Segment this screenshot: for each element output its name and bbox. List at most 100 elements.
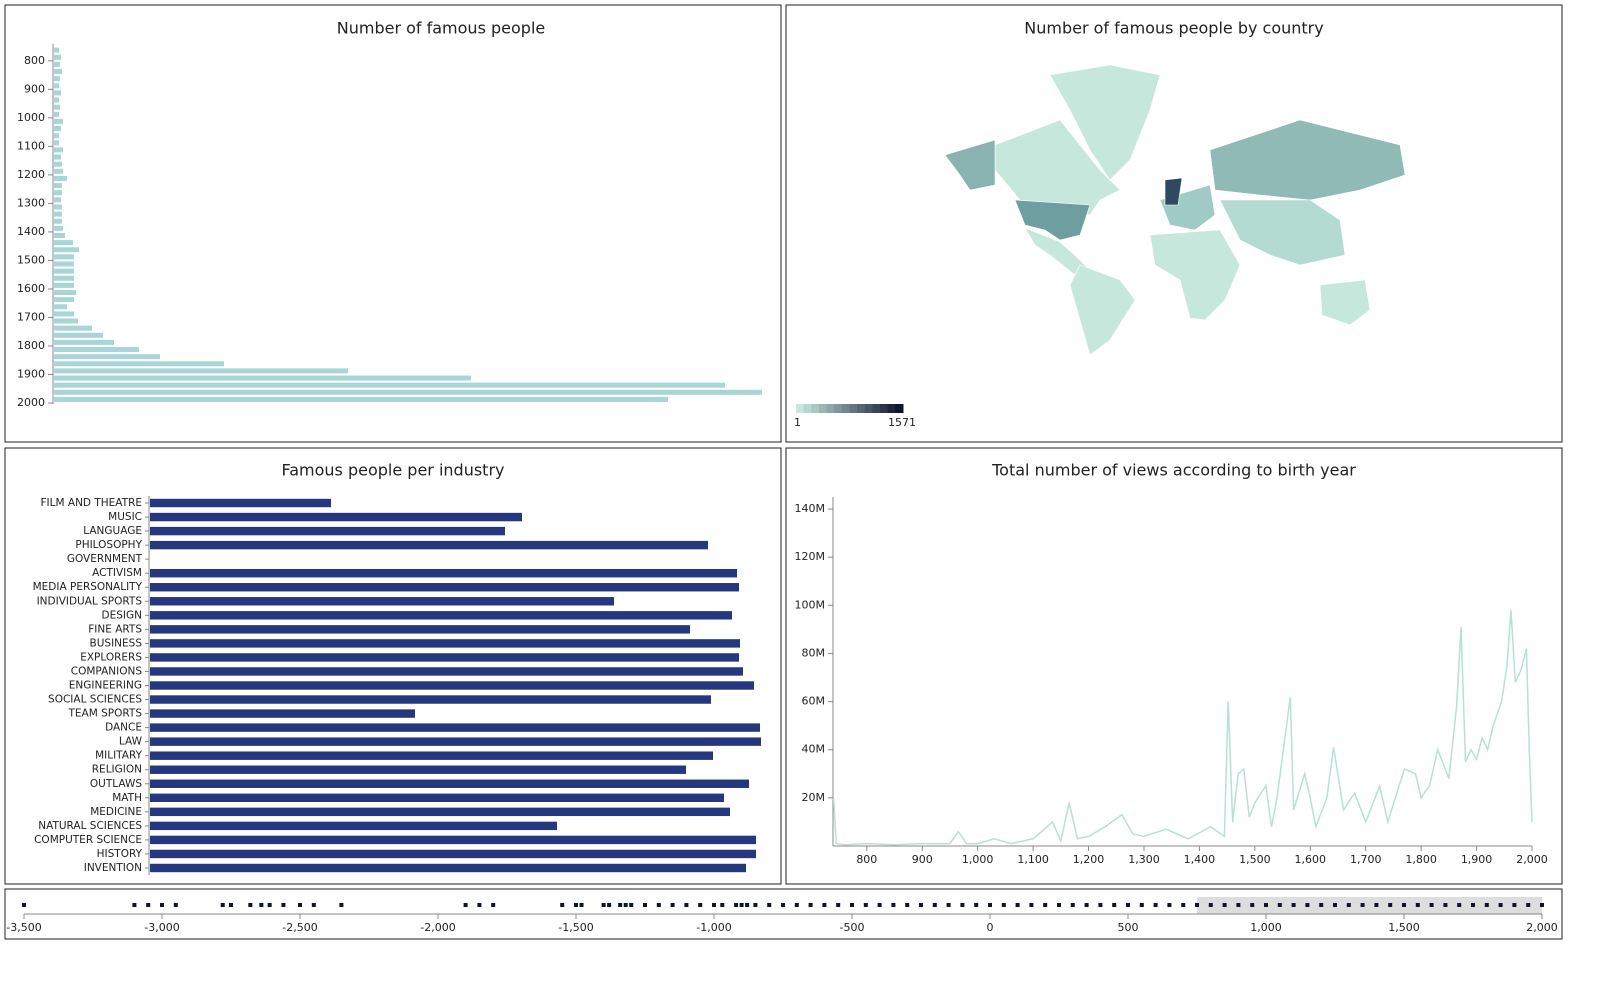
event-dot [463, 903, 468, 907]
bar [54, 382, 725, 388]
event-dot [574, 903, 578, 907]
y-tick-label: 1100 [17, 139, 45, 152]
y-tick-label: DESIGN [102, 609, 142, 621]
bar [54, 190, 62, 196]
event-dot [1540, 903, 1544, 907]
legend-min: 1 [794, 416, 801, 429]
bar [150, 807, 730, 817]
event-dot [1208, 903, 1213, 907]
event-dot [753, 903, 758, 907]
y-tick-label: OUTLAWS [90, 778, 142, 790]
event-dot [670, 903, 675, 907]
x-tick-label: -500 [840, 921, 865, 934]
x-tick-label: 1,300 [1128, 853, 1160, 866]
event-dot [579, 903, 584, 907]
x-tick-label: 1,600 [1295, 853, 1327, 866]
chart-title: Number of famous people by country [1024, 19, 1323, 38]
x-tick-label: -1,000 [696, 921, 731, 934]
bar [150, 526, 505, 536]
bar [54, 232, 65, 238]
y-tick-label: LAW [119, 736, 143, 748]
legend-swatch [818, 404, 828, 413]
event-dot [248, 903, 253, 907]
x-tick-label: 1,200 [1073, 853, 1105, 866]
y-tick-label: COMPANIONS [71, 665, 143, 677]
bar [54, 154, 61, 160]
x-tick-label: 1,500 [1388, 921, 1420, 934]
bar [150, 583, 739, 592]
event-dot [836, 903, 841, 907]
event-dot [1001, 903, 1006, 907]
y-tick-label: 1500 [17, 253, 45, 266]
event-dot [281, 903, 286, 907]
legend-max: 1571 [888, 416, 916, 429]
x-tick-label: 2,000 [1516, 853, 1548, 866]
x-tick-label: 500 [1118, 921, 1139, 934]
bar [54, 311, 74, 317]
legend-swatch [849, 404, 858, 413]
event-dot [1305, 903, 1310, 907]
x-tick-label: 1,500 [1239, 853, 1271, 866]
bar [54, 339, 114, 345]
bar [150, 849, 756, 859]
legend-swatch [857, 404, 866, 413]
event-dot [712, 903, 716, 907]
bar [54, 268, 74, 274]
event-dot [1015, 903, 1020, 907]
event-dot [1360, 903, 1365, 907]
x-tick-label: 2,000 [1526, 921, 1558, 934]
event-dot [1291, 903, 1296, 907]
x-tick-label: -2,000 [420, 921, 455, 934]
event-dot [1126, 903, 1130, 907]
bar [54, 61, 60, 67]
event-dot [1277, 903, 1282, 907]
x-tick-label: 1,000 [1250, 921, 1282, 934]
y-tick-label: INVENTION [84, 862, 142, 874]
event-dot [220, 903, 225, 907]
event-dot [850, 903, 854, 907]
y-tick-label: MILITARY [95, 750, 143, 762]
event-dot [1415, 903, 1420, 907]
event-dot [618, 903, 623, 907]
event-dot [720, 903, 725, 907]
y-tick-label: LANGUAGE [83, 525, 142, 537]
bar [150, 653, 739, 662]
y-tick-label: RELIGION [92, 764, 142, 776]
event-dot [745, 903, 750, 907]
event-dot [1484, 903, 1489, 907]
x-tick-label: -3,000 [144, 921, 179, 934]
bar [150, 695, 711, 704]
event-dot [132, 903, 137, 907]
y-tick-label: 1900 [17, 367, 45, 380]
x-tick-label: 1,800 [1405, 853, 1437, 866]
event-dot [808, 903, 813, 907]
bar [54, 111, 59, 117]
y-tick-label: MEDICINE [90, 806, 142, 818]
bar [150, 821, 557, 831]
bar [54, 361, 224, 367]
bar [150, 709, 415, 718]
event-dot [601, 903, 606, 907]
bar [54, 140, 59, 146]
x-tick-label: 1,400 [1184, 853, 1216, 866]
event-dot [1333, 903, 1337, 907]
bar [54, 368, 348, 374]
event-dot [974, 903, 979, 907]
event-dot [1512, 903, 1517, 907]
event-dot [767, 903, 772, 907]
bar [54, 83, 59, 89]
event-dot [656, 903, 661, 907]
bar [54, 76, 60, 82]
bar [150, 737, 761, 746]
bar [54, 225, 63, 231]
y-tick-label: 1600 [17, 282, 45, 295]
event-dot [988, 903, 992, 907]
x-tick-label: 1,900 [1461, 853, 1493, 866]
y-tick-label: HISTORY [97, 848, 143, 860]
legend-swatch [872, 404, 881, 413]
bar [150, 611, 732, 620]
bar [54, 175, 67, 181]
bar [54, 297, 74, 303]
event-dot [1084, 903, 1089, 907]
y-tick-label: 1300 [17, 196, 45, 209]
